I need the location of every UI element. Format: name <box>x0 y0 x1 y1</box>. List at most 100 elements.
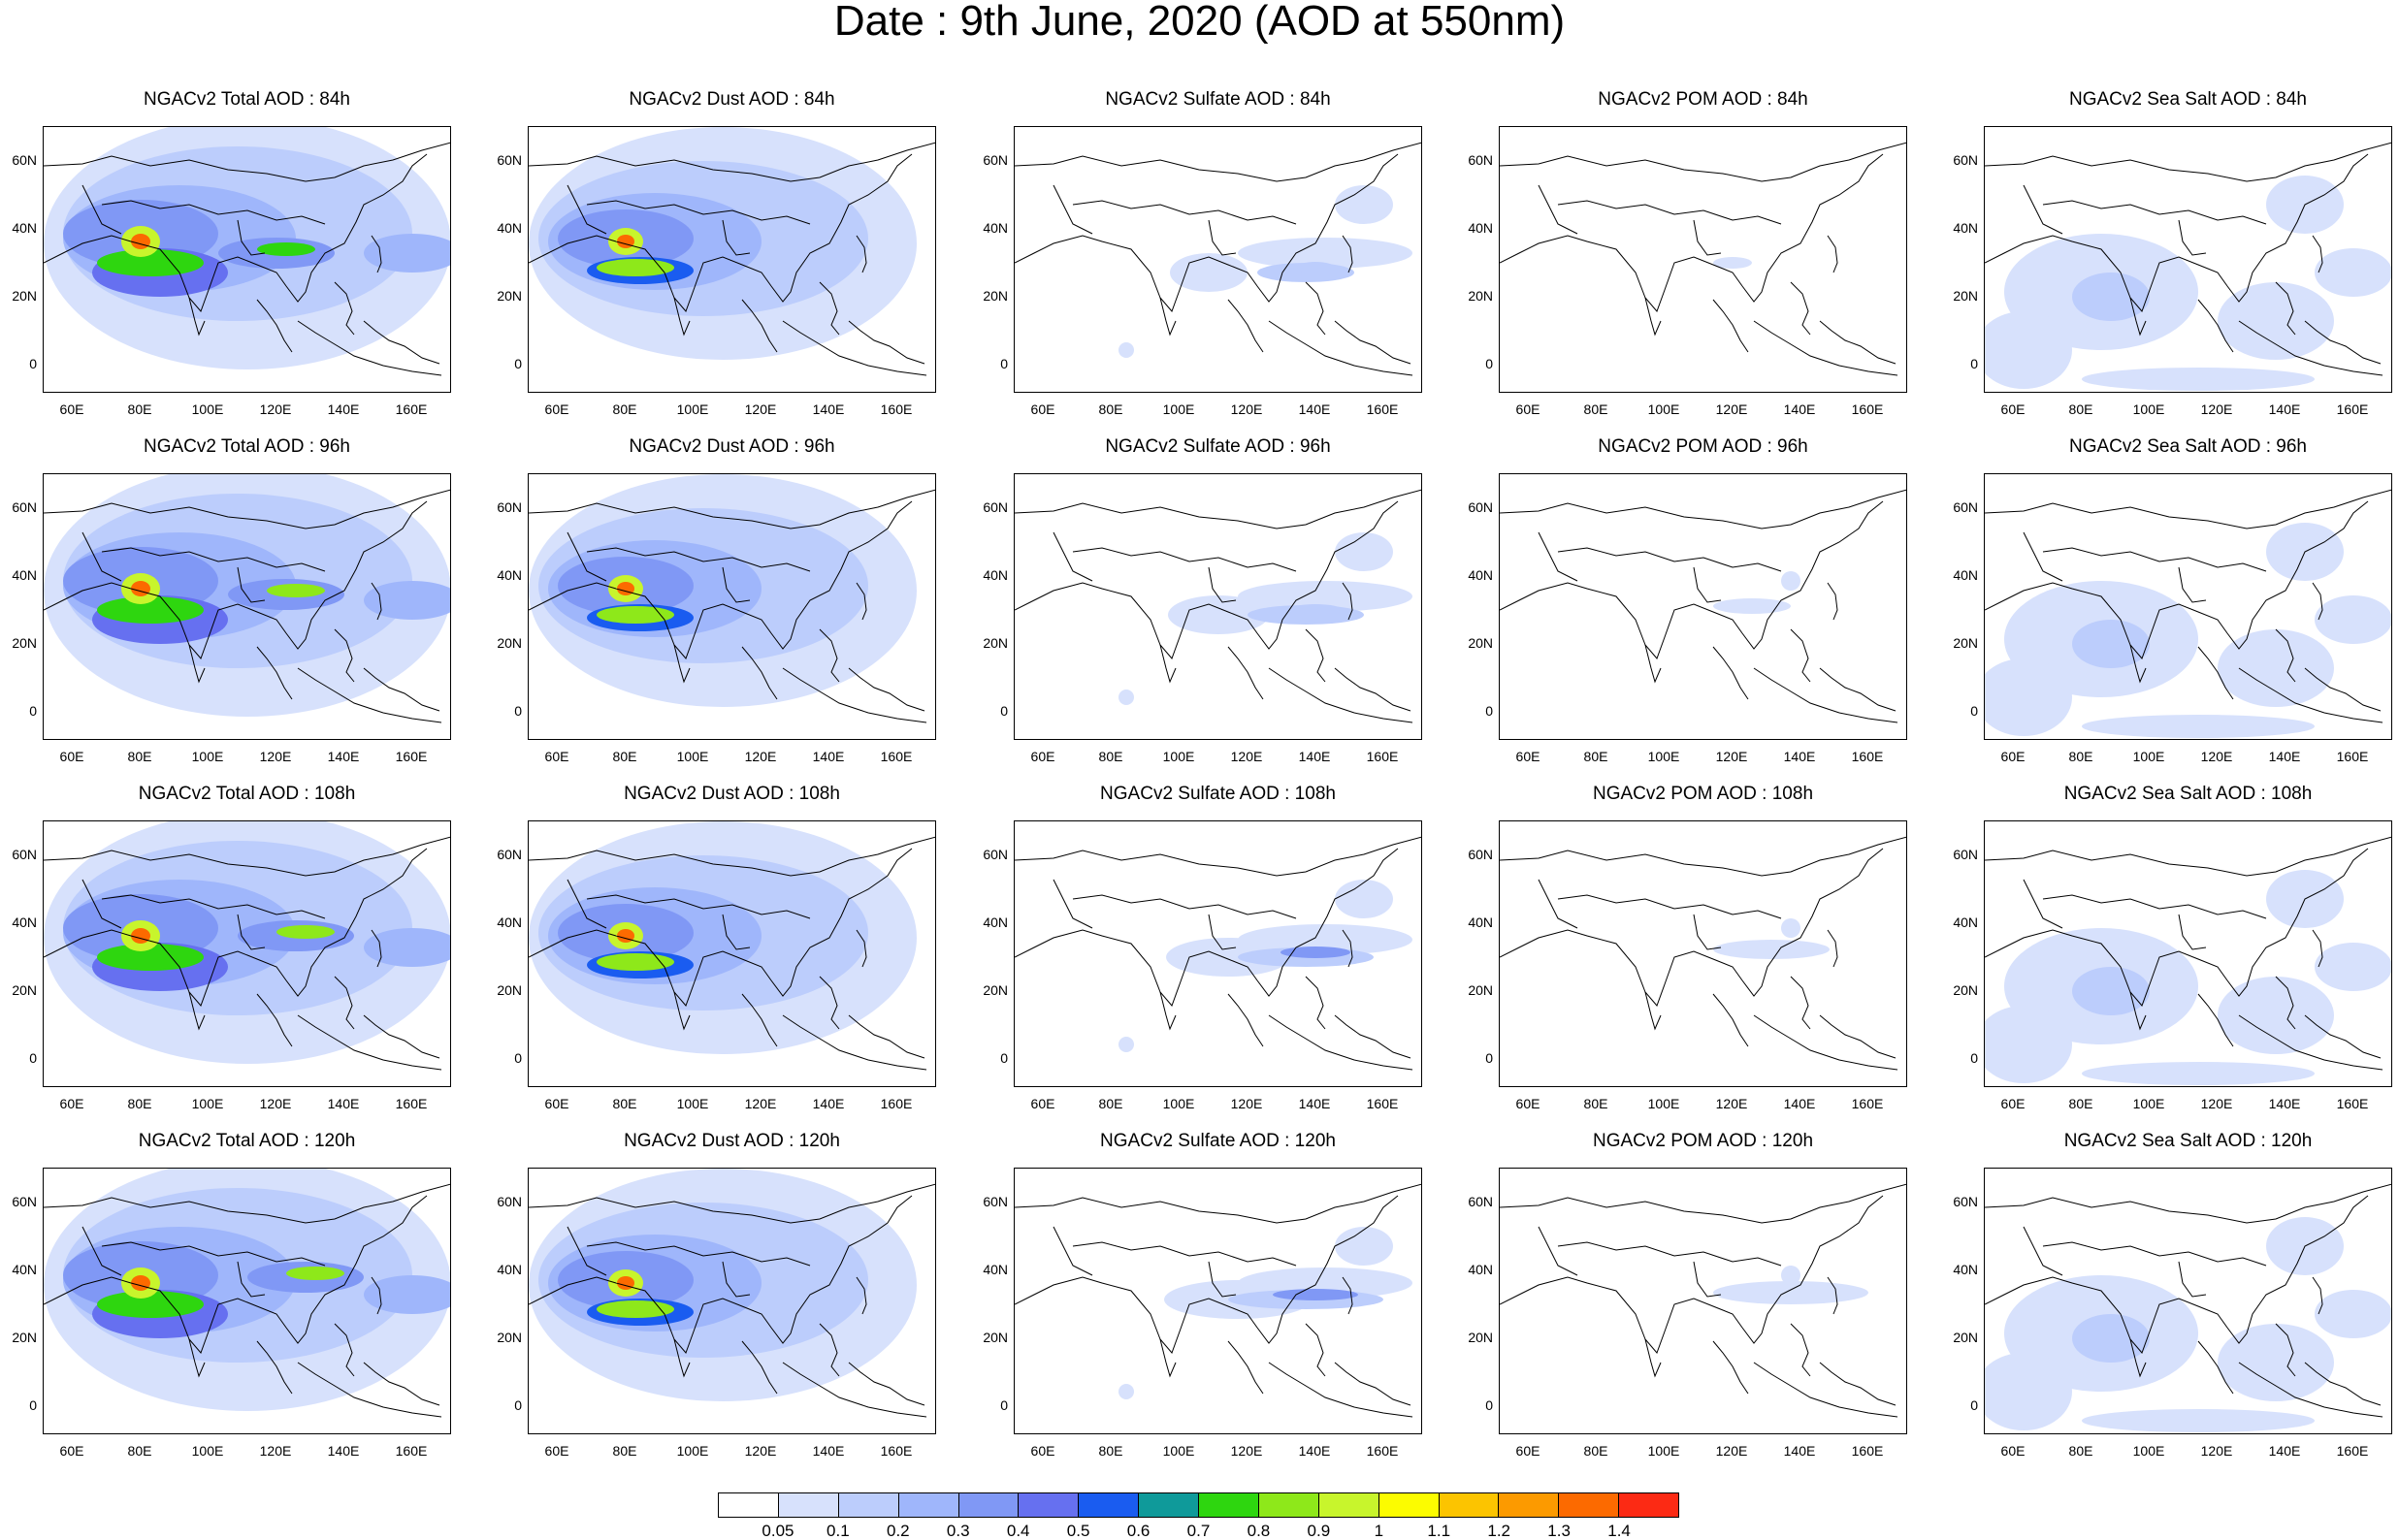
lon-tick-label: 120E <box>2200 401 2233 417</box>
lon-tick-label: 100E <box>1647 1443 1680 1459</box>
aod-shading <box>131 581 150 596</box>
coastline <box>1827 1276 1838 1315</box>
lat-tick-label: 40N <box>497 220 522 236</box>
aod-shading <box>2218 629 2334 707</box>
lat-tick-label: 40N <box>983 1262 1008 1277</box>
coastline <box>44 153 428 312</box>
aod-map <box>1984 820 2392 1087</box>
coastline <box>2238 667 2383 723</box>
lat-tick-label: 60N <box>497 1194 522 1209</box>
lat-tick-label: 40N <box>497 1262 522 1277</box>
lon-tick-label: 80E <box>1098 1096 1123 1111</box>
coastline <box>334 628 355 683</box>
panel-title: NGACv2 Sea Salt AOD : 84h <box>2068 89 2307 110</box>
coastline <box>2178 566 2207 603</box>
lon-tick-label: 160E <box>1851 1096 1884 1111</box>
coastline <box>1693 1261 1722 1298</box>
aod-shading <box>1713 940 1830 959</box>
coastline <box>1693 219 1722 256</box>
aod-map <box>528 820 936 1087</box>
lon-tick-label: 60E <box>1515 749 1540 764</box>
coastline <box>2275 1323 2296 1377</box>
coastline <box>2197 1340 2234 1395</box>
aod-shading <box>1335 532 1393 571</box>
lon-tick-label: 100E <box>1647 401 1680 417</box>
lon-tick-label: 160E <box>1851 401 1884 417</box>
aod-shading <box>617 929 634 943</box>
aod-shading <box>1118 342 1134 358</box>
coastline <box>856 235 867 273</box>
lat-tick-label: 20N <box>12 635 37 651</box>
coastline <box>101 200 326 225</box>
aod-shading <box>1985 1353 2072 1430</box>
aod-shading <box>617 1276 634 1290</box>
colorbar-swatch <box>778 1492 839 1518</box>
coastline <box>1500 153 1884 312</box>
lat-tick-label: 40N <box>12 914 37 930</box>
coastline <box>1268 320 1413 376</box>
lon-tick-label: 160E <box>880 1096 913 1111</box>
lon-tick-label: 140E <box>1298 749 1331 764</box>
lon-tick-label: 80E <box>2068 1443 2093 1459</box>
lat-tick-label: 40N <box>12 220 37 236</box>
lat-tick-label: 40N <box>1953 1262 1978 1277</box>
panel-title: NGACv2 Sulfate AOD : 84h <box>1105 89 1331 110</box>
lat-tick-label: 20N <box>1953 1330 1978 1345</box>
coastline <box>1827 235 1838 273</box>
coastline <box>1712 646 1749 700</box>
lat-tick-label: 40N <box>983 914 1008 930</box>
lat-tick-label: 20N <box>497 982 522 998</box>
lon-tick-label: 140E <box>1783 1096 1816 1111</box>
coastline <box>1072 1241 1297 1267</box>
coastline <box>2023 1226 2063 1276</box>
aod-field <box>1015 142 1421 376</box>
coastline <box>586 547 811 572</box>
lon-tick-label: 80E <box>1098 401 1123 417</box>
lon-tick-label: 100E <box>676 1096 709 1111</box>
coastline <box>1159 991 1177 1031</box>
coastline <box>44 489 450 529</box>
panel-title: NGACv2 Total AOD : 96h <box>144 436 350 457</box>
coastline <box>782 1014 927 1071</box>
coastline <box>741 646 778 700</box>
coastline <box>1985 848 2369 1007</box>
lon-tick-label: 160E <box>1366 401 1399 417</box>
coastline <box>371 929 382 968</box>
lon-tick-label: 60E <box>2000 401 2026 417</box>
lon-tick-label: 140E <box>327 749 360 764</box>
coastline <box>1015 848 1399 1007</box>
coastline <box>1790 1323 1811 1377</box>
coastline <box>1538 531 1578 582</box>
lon-tick-label: 80E <box>1583 401 1608 417</box>
coastline <box>1015 142 1421 182</box>
lat-tick-label: 40N <box>12 1262 37 1277</box>
panel-title: NGACv2 Sea Salt AOD : 120h <box>2063 1131 2313 1151</box>
coastline <box>2129 1338 2147 1378</box>
lon-tick-label: 80E <box>1098 1443 1123 1459</box>
aod-shading <box>2218 1324 2334 1401</box>
lon-tick-label: 100E <box>1162 749 1195 764</box>
lon-tick-label: 60E <box>59 1443 84 1459</box>
coastline <box>101 547 326 572</box>
aod-map <box>1499 473 1907 740</box>
coastline <box>1500 836 1906 877</box>
coastline <box>1500 848 1884 1007</box>
lon-tick-label: 120E <box>259 749 292 764</box>
lat-tick-label: 40N <box>497 914 522 930</box>
coastline <box>297 1014 442 1071</box>
coastline <box>101 1241 326 1267</box>
lon-tick-label: 140E <box>327 1096 360 1111</box>
coastline <box>1500 1183 1906 1224</box>
coastline <box>371 235 382 273</box>
lon-tick-label: 80E <box>612 1443 637 1459</box>
lat-tick-label: 0 <box>1970 703 1978 719</box>
lat-tick-label: 0 <box>514 1050 522 1066</box>
aod-map <box>43 126 451 393</box>
coastline <box>1557 547 1782 572</box>
aod-field <box>529 127 935 376</box>
aod-shading <box>2072 967 2150 1015</box>
coastline <box>256 993 293 1047</box>
lon-tick-label: 160E <box>1851 749 1884 764</box>
coastline <box>529 153 913 312</box>
lon-tick-label: 80E <box>1583 1096 1608 1111</box>
